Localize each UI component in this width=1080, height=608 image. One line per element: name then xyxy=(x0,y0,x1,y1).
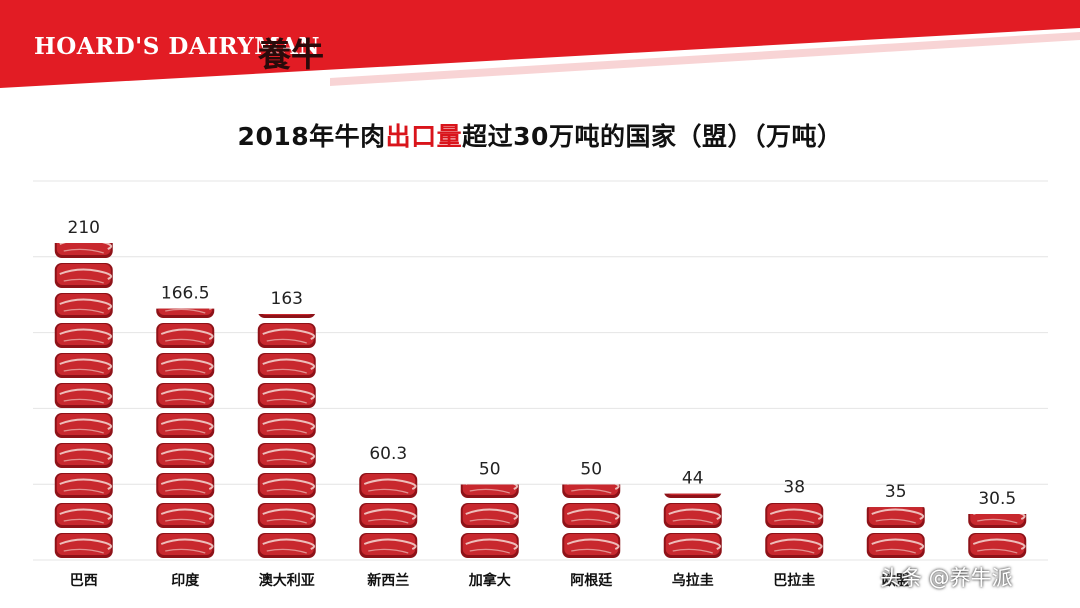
steak-icon xyxy=(156,308,215,318)
bar-10 xyxy=(968,513,1027,558)
brand-logo-text: HOARD'S DAIRYMAN xyxy=(34,33,321,60)
category-label: 阿根廷 xyxy=(570,572,613,589)
steak-icon xyxy=(866,533,925,558)
value-label: 38 xyxy=(783,478,805,498)
steak-icon xyxy=(562,533,621,558)
steak-icon xyxy=(257,443,316,468)
category-label: 新西兰 xyxy=(367,572,409,589)
steak-icon xyxy=(359,533,418,558)
category-label: 澳大利亚 xyxy=(259,572,315,589)
title-part-2: 超过30万吨的国家（盟）（万吨） xyxy=(462,122,843,151)
chart-title: 2018年牛肉出口量超过30万吨的国家（盟）（万吨） xyxy=(0,117,1080,153)
category-label: 加拿大 xyxy=(468,572,511,589)
value-label: 163 xyxy=(271,289,303,309)
steak-icon xyxy=(460,503,519,528)
steak-icon xyxy=(156,503,215,528)
value-label: 50 xyxy=(479,460,501,480)
steak-icon xyxy=(54,413,113,438)
steak-icon xyxy=(968,513,1027,528)
value-label: 166.5 xyxy=(161,284,210,304)
steak-icon xyxy=(258,313,316,318)
steak-icon xyxy=(257,503,316,528)
steak-icon xyxy=(156,533,215,558)
steak-icon xyxy=(156,473,215,498)
steak-icon xyxy=(54,503,113,528)
steak-icon xyxy=(968,533,1027,558)
bar-4 xyxy=(359,473,418,558)
steak-icon xyxy=(257,323,316,348)
steak-icon xyxy=(257,383,316,408)
steak-icon xyxy=(54,323,113,348)
steak-icon xyxy=(460,533,519,558)
banner-background xyxy=(0,0,1080,88)
bar-7 xyxy=(663,493,722,558)
steak-icon xyxy=(156,383,215,408)
value-label: 60.3 xyxy=(369,444,407,464)
bar-3 xyxy=(257,313,316,558)
steak-icon xyxy=(257,353,316,378)
steak-icon xyxy=(359,473,418,498)
bar-5 xyxy=(460,484,519,558)
value-label: 50 xyxy=(580,460,602,480)
steak-icon xyxy=(562,484,621,498)
steak-icon xyxy=(156,443,215,468)
category-label: 欧盟 xyxy=(882,572,910,589)
steak-icon xyxy=(460,484,519,498)
category-label: 巴西 xyxy=(70,573,98,589)
steak-icon xyxy=(562,503,621,528)
brand-logo-chinese: 養牛 xyxy=(258,35,324,74)
value-label: 30.5 xyxy=(978,489,1016,509)
steak-icon xyxy=(54,263,113,288)
steak-icon xyxy=(156,323,215,348)
value-label: 210 xyxy=(68,218,100,238)
bar-2 xyxy=(156,308,215,558)
steak-icon xyxy=(663,503,722,528)
category-label: 巴拉圭 xyxy=(773,572,815,589)
bar-8 xyxy=(765,503,824,558)
steak-icon xyxy=(359,503,418,528)
steak-icon xyxy=(54,243,113,258)
steak-icon xyxy=(54,293,113,318)
steak-icon xyxy=(866,507,925,528)
steak-icon xyxy=(257,413,316,438)
category-label: 乌拉圭 xyxy=(672,572,714,589)
steak-icon xyxy=(765,533,824,558)
steak-icon xyxy=(54,473,113,498)
steak-icon xyxy=(257,473,316,498)
steak-icon xyxy=(54,383,113,408)
category-label: 印度 xyxy=(171,572,200,589)
steak-icon xyxy=(54,353,113,378)
steak-icon xyxy=(765,503,824,528)
steak-icon xyxy=(54,443,113,468)
watermark: 头条 @养牛派 xyxy=(880,566,1013,590)
steak-icon xyxy=(257,533,316,558)
value-label: 35 xyxy=(885,482,907,502)
steak-icon xyxy=(663,533,722,558)
steak-icon xyxy=(156,353,215,378)
value-label: 44 xyxy=(682,469,704,489)
steak-icon xyxy=(664,493,722,498)
title-part-1: 2018年牛肉 xyxy=(237,122,386,151)
bar-1 xyxy=(54,243,113,558)
steak-icon xyxy=(156,413,215,438)
bar-9 xyxy=(866,507,925,558)
bar-6 xyxy=(562,484,621,558)
header-banner: HOARD'S DAIRYMAN 養牛 xyxy=(0,0,1080,100)
steak-icon xyxy=(54,533,113,558)
title-highlight: 出口量 xyxy=(385,122,463,151)
